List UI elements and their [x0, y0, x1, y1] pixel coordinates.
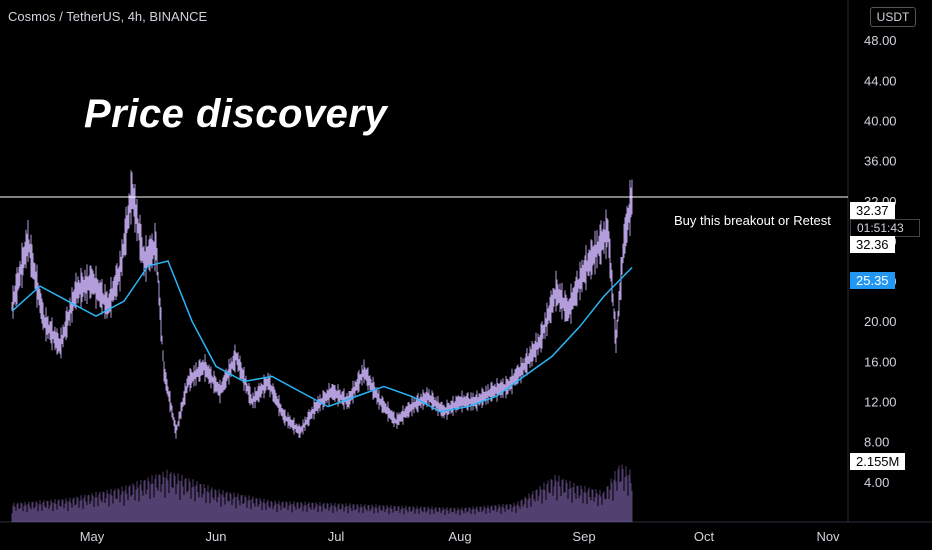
- chart-title: Cosmos / TetherUS, 4h, BINANCE: [8, 9, 208, 24]
- x-tick-label: Aug: [448, 529, 471, 544]
- y-tick-label: 12.00: [864, 395, 897, 410]
- x-tick-label: May: [80, 529, 105, 544]
- y-tick-label: 4.00: [864, 475, 889, 490]
- currency-button[interactable]: USDT: [870, 7, 916, 27]
- y-tick-label: 48.00: [864, 33, 897, 48]
- y-tick-label: 16.00: [864, 354, 897, 369]
- x-tick-label: Jun: [206, 529, 227, 544]
- y-tick-label: 36.00: [864, 154, 897, 169]
- volume-bars: [11, 464, 633, 522]
- candles: [11, 170, 633, 439]
- x-axis-ticks: May Jun Jul Aug Sep Oct Nov: [80, 529, 840, 544]
- last-price-tag: 32.37: [850, 202, 895, 219]
- ma-value-tag: 25.35: [850, 272, 895, 289]
- annotation-level-note: Buy this breakout or Retest: [674, 213, 831, 228]
- y-tick-label: 44.00: [864, 73, 897, 88]
- ma-line: [11, 260, 633, 413]
- bar-countdown: 01:51:43: [850, 219, 920, 237]
- volume-tag: 2.155M: [850, 453, 906, 470]
- x-tick-label: Nov: [816, 529, 840, 544]
- x-tick-label: Jul: [328, 529, 345, 544]
- y-tick-label: 8.00: [864, 435, 889, 450]
- annotation-headline: Price discovery: [84, 92, 388, 136]
- y-tick-label: 40.00: [864, 113, 897, 128]
- line-price-tag: 32.36: [850, 236, 895, 253]
- y-tick-label: 20.00: [864, 314, 897, 329]
- moving-average: [11, 260, 633, 413]
- x-tick-label: Sep: [572, 529, 595, 544]
- x-tick-label: Oct: [694, 529, 715, 544]
